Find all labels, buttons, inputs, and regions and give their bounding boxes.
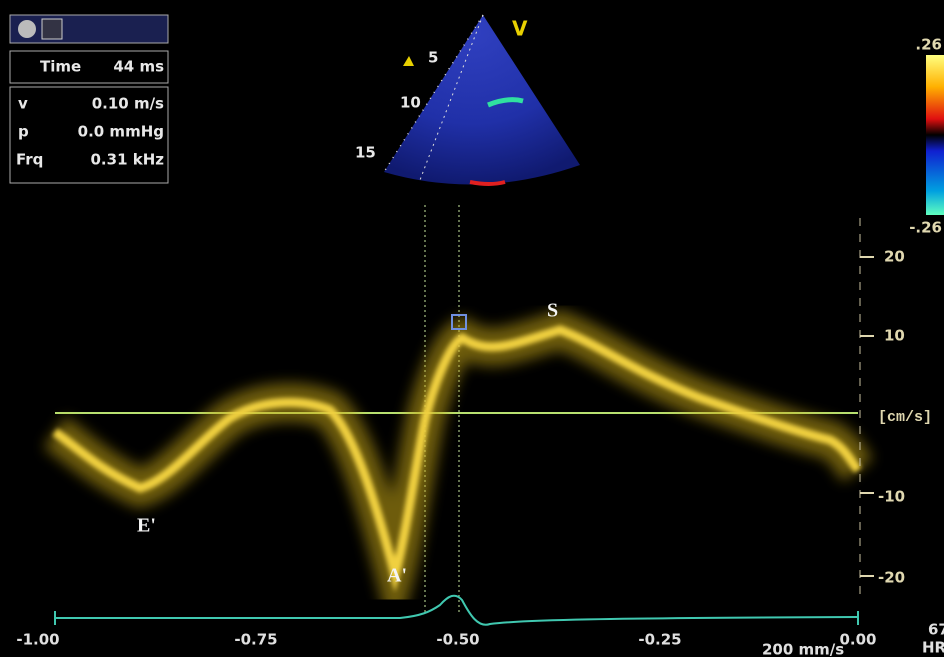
color-max: .26 bbox=[915, 36, 942, 54]
v-marker: V bbox=[512, 17, 528, 41]
page: Time 44 ms v 0.10 m/s p 0.0 mmHg Frq 0.3… bbox=[0, 0, 944, 657]
heart-rate: 67 bbox=[928, 621, 944, 639]
heart-rate-label: HR bbox=[922, 639, 944, 657]
scale-label: -20 bbox=[878, 569, 905, 587]
ultrasound-screen: Time 44 ms v 0.10 m/s p 0.0 mmHg Frq 0.3… bbox=[0, 0, 944, 657]
p-value: 0.0 mmHg bbox=[78, 123, 164, 141]
info-box: Time 44 ms v 0.10 m/s p 0.0 mmHg Frq 0.3… bbox=[10, 15, 168, 183]
time-tick: -1.00 bbox=[16, 631, 59, 649]
time-tick: -0.75 bbox=[234, 631, 277, 649]
v-label: v bbox=[18, 95, 28, 113]
depth-10: 10 bbox=[400, 94, 421, 112]
color-min: -.26 bbox=[909, 219, 942, 237]
s-wave-label: S bbox=[547, 300, 558, 322]
scale-label: 20 bbox=[884, 248, 905, 266]
color-flow-red bbox=[470, 182, 505, 184]
time-tick: -0.25 bbox=[638, 631, 681, 649]
depth-5: 5 bbox=[428, 49, 438, 67]
color-bar bbox=[926, 55, 944, 215]
time-tick: 0.00 bbox=[839, 631, 876, 649]
sweep-speed: 200 mm/s bbox=[762, 641, 844, 657]
scale-unit: [cm/s] bbox=[878, 409, 932, 426]
scale-label: -10 bbox=[878, 488, 905, 506]
time-tick: -0.50 bbox=[436, 631, 479, 649]
frq-value: 0.31 kHz bbox=[91, 151, 165, 169]
time-label: Time bbox=[40, 58, 81, 76]
depth-15: 15 bbox=[355, 144, 376, 162]
v-value: 0.10 m/s bbox=[92, 95, 164, 113]
frq-label: Frq bbox=[16, 151, 43, 169]
scale-label: 10 bbox=[884, 327, 905, 345]
a-wave-label: A' bbox=[387, 565, 407, 587]
record-icon bbox=[18, 20, 36, 38]
p-label: p bbox=[18, 123, 29, 141]
e-wave-label: E' bbox=[137, 515, 156, 537]
probe-icon bbox=[42, 19, 62, 39]
time-value: 44 ms bbox=[113, 58, 164, 76]
